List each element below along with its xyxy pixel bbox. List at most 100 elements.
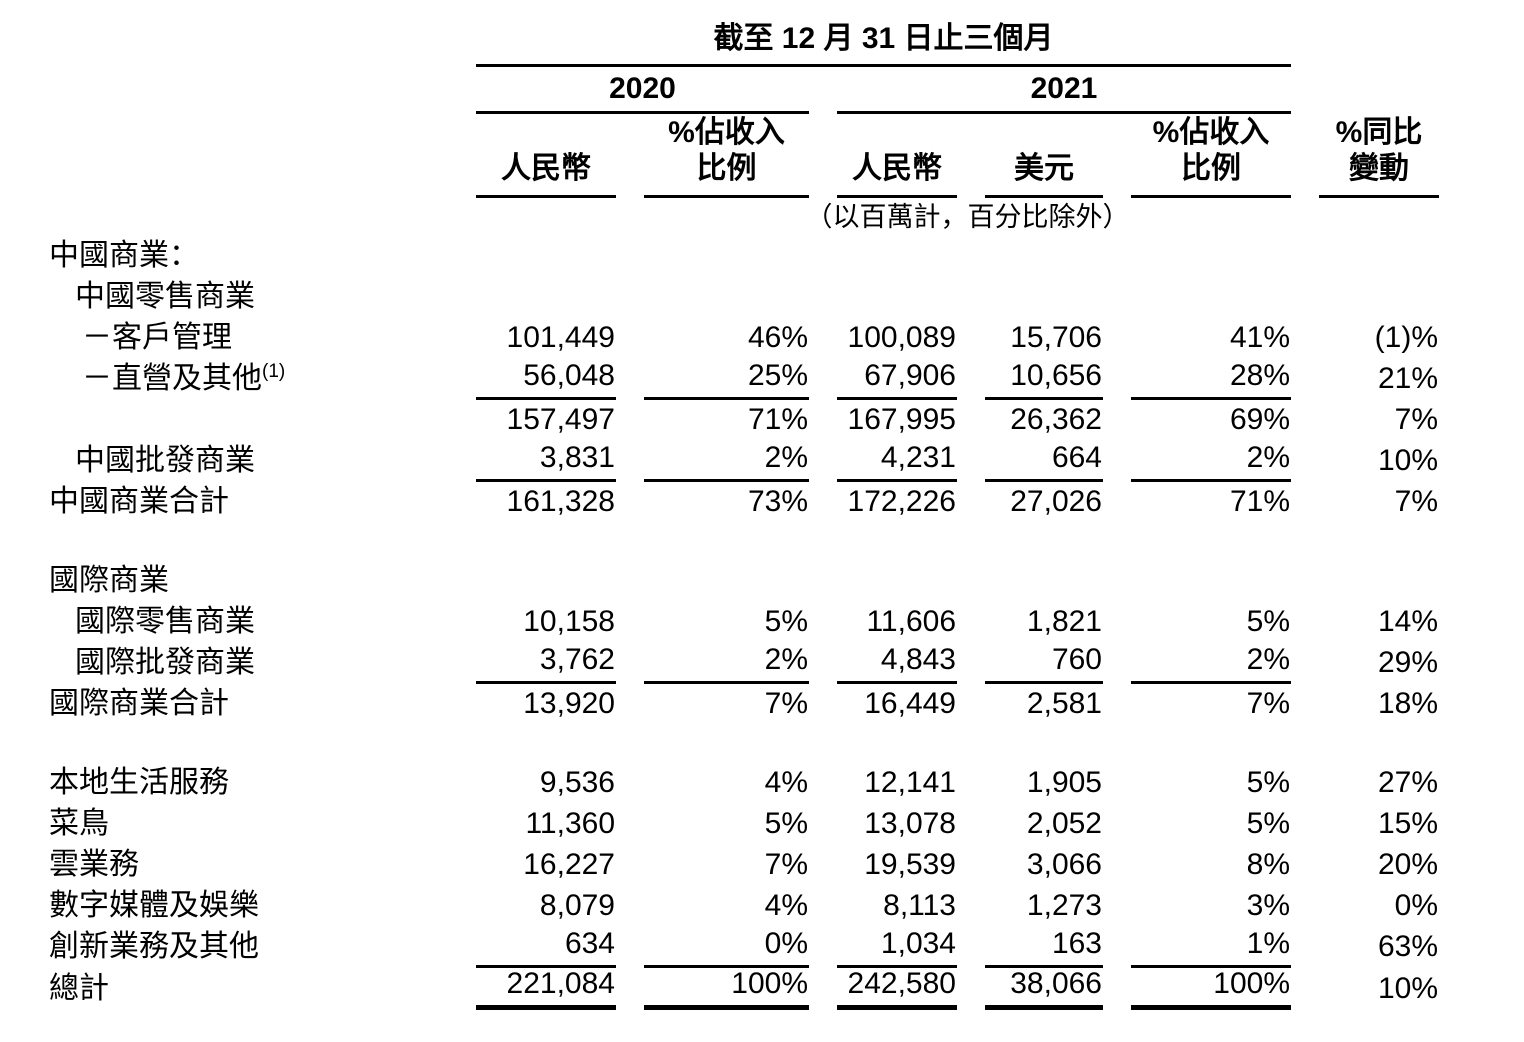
row-label: 總計 [49, 972, 109, 1005]
value-cell: 3,066 [1026, 848, 1102, 881]
value-cell: 27,026 [1010, 485, 1102, 518]
row-international-wholesale: 國際批發商業 3,762 2% 4,843 760 2% 29% [48, 643, 1439, 684]
value-cell: 2% [1131, 643, 1291, 684]
value-cell: 2% [644, 643, 809, 684]
value-cell: 13,920 [523, 687, 615, 720]
row-china-retail-heading: 中國零售商業 [48, 277, 1439, 318]
row-label: 國際批發商業 [75, 646, 255, 679]
value-cell: 1,821 [1026, 605, 1102, 638]
col-header-rmb-2021: 人民幣 [837, 114, 957, 198]
value-cell: 11,606 [866, 605, 956, 638]
value-cell: 664 [985, 441, 1103, 482]
row-china-retail-subtotal: 157,497 71% 167,995 26,362 69% 7% [48, 400, 1439, 441]
row-label: 中國商業合計 [49, 485, 229, 518]
value-cell: 10,158 [523, 605, 615, 638]
value-cell: 10% [1377, 972, 1438, 1005]
value-cell: 5% [1246, 807, 1290, 840]
row-label: 國際商業 [49, 564, 169, 597]
value-cell: 4% [764, 889, 808, 922]
value-cell: 242,580 [837, 968, 957, 1010]
row-label: 中國批發商業 [75, 444, 255, 477]
value-cell: 167,995 [847, 403, 956, 436]
value-cell: 1,034 [837, 927, 957, 968]
period-header-row: 截至 12 月 31 日止三個月 [48, 16, 1439, 67]
col-header-usd-2021: 美元 [985, 114, 1103, 198]
value-cell: 63% [1377, 930, 1438, 963]
row-china-wholesale: 中國批發商業 3,831 2% 4,231 664 2% 10% [48, 441, 1439, 482]
value-cell: 8% [1246, 848, 1290, 881]
value-cell: 0% [644, 927, 809, 968]
footnote-ref: (1) [262, 361, 286, 382]
value-cell: 11,360 [525, 807, 615, 840]
value-cell: 5% [1246, 605, 1290, 638]
value-cell: 15,706 [1010, 321, 1102, 354]
row-label: －客戶管理 [82, 321, 232, 354]
value-cell: 5% [764, 605, 808, 638]
row-china-commerce-total: 中國商業合計 161,328 73% 172,226 27,026 71% 7% [48, 482, 1439, 523]
row-customer-management: －客戶管理 101,449 46% 100,089 15,706 41% (1)… [48, 318, 1439, 359]
row-label: 中國零售商業 [75, 280, 255, 313]
value-cell: 38,066 [985, 968, 1103, 1010]
value-cell: 41% [1229, 321, 1290, 354]
row-digital-media-entertainment: 數字媒體及娛樂 8,079 4% 8,113 1,273 3% 0% [48, 886, 1439, 927]
value-cell: 2,581 [1026, 687, 1102, 720]
value-cell: 71% [747, 403, 808, 436]
value-cell: 21% [1377, 362, 1438, 395]
column-header-row: 人民幣 %佔收入 比例 人民幣 美元 %佔收入 比例 %同比 變動 [48, 114, 1439, 198]
financial-report-page: 截至 12 月 31 日止三個月 2020 2021 人民幣 %佔收入 比例 人民… [20, 16, 1467, 1010]
value-cell: 67,906 [837, 359, 957, 400]
row-direct-sales-others: －直營及其他(1) 56,048 25% 67,906 10,656 28% 2… [48, 359, 1439, 400]
value-cell: 4,843 [837, 643, 957, 684]
value-cell: 56,048 [476, 359, 616, 400]
value-cell: 20% [1377, 848, 1438, 881]
value-cell: 25% [644, 359, 809, 400]
value-cell: 4% [764, 766, 808, 799]
col-header-pct-revenue-2020: %佔收入 比例 [644, 114, 809, 198]
value-cell: 28% [1131, 359, 1291, 400]
year-header-row: 2020 2021 [48, 67, 1439, 114]
row-local-consumer-services: 本地生活服務 9,536 4% 12,141 1,905 5% 27% [48, 763, 1439, 804]
row-label: 中國商業： [49, 239, 199, 272]
row-label: 國際零售商業 [75, 605, 255, 638]
value-cell: 634 [476, 927, 616, 968]
value-cell: 5% [1246, 766, 1290, 799]
value-cell: 9,536 [539, 766, 615, 799]
value-cell: 10% [1377, 444, 1438, 477]
value-cell: 12,141 [864, 766, 956, 799]
row-label: 菜鳥 [49, 807, 109, 840]
value-cell: 7% [1394, 485, 1438, 518]
value-cell: 73% [747, 485, 808, 518]
value-cell: 1% [1131, 927, 1291, 968]
units-note-row: （以百萬計，百分比除外） [48, 198, 1439, 236]
col-header-rmb-2020: 人民幣 [476, 114, 616, 198]
value-cell: 0% [1394, 889, 1438, 922]
value-cell: 69% [1229, 403, 1290, 436]
value-cell: 3,762 [476, 643, 616, 684]
units-note: （以百萬計，百分比除外） [805, 202, 1130, 232]
value-cell: 16,449 [864, 687, 956, 720]
segment-revenue-table: 截至 12 月 31 日止三個月 2020 2021 人民幣 %佔收入 比例 人民… [20, 16, 1467, 1010]
row-international-commerce-heading: 國際商業 [48, 561, 1439, 602]
row-cainiao: 菜鳥 11,360 5% 13,078 2,052 5% 15% [48, 804, 1439, 845]
row-international-retail: 國際零售商業 10,158 5% 11,606 1,821 5% 14% [48, 602, 1439, 643]
value-cell: 15% [1377, 807, 1438, 840]
value-cell: 10,656 [985, 359, 1103, 400]
year-2021-header: 2021 [837, 67, 1291, 114]
value-cell: 13,078 [864, 807, 956, 840]
section-spacer [48, 523, 1439, 561]
value-cell: 5% [764, 807, 808, 840]
value-cell: 46% [747, 321, 808, 354]
value-cell: 3% [1246, 889, 1290, 922]
row-label: 雲業務 [49, 848, 139, 881]
value-cell: 8,079 [539, 889, 615, 922]
value-cell: 101,449 [506, 321, 615, 354]
col-header-pct-revenue-2021: %佔收入 比例 [1131, 114, 1291, 198]
value-cell: 26,362 [1010, 403, 1102, 436]
year-2020-header: 2020 [476, 67, 809, 114]
row-grand-total: 總計 221,084 100% 242,580 38,066 100% 10% [48, 968, 1439, 1010]
row-cloud: 雲業務 16,227 7% 19,539 3,066 8% 20% [48, 845, 1439, 886]
value-cell: 4,231 [837, 441, 957, 482]
row-international-commerce-total: 國際商業合計 13,920 7% 16,449 2,581 7% 18% [48, 684, 1439, 725]
value-cell: 161,328 [506, 485, 615, 518]
value-cell: 18% [1377, 687, 1438, 720]
